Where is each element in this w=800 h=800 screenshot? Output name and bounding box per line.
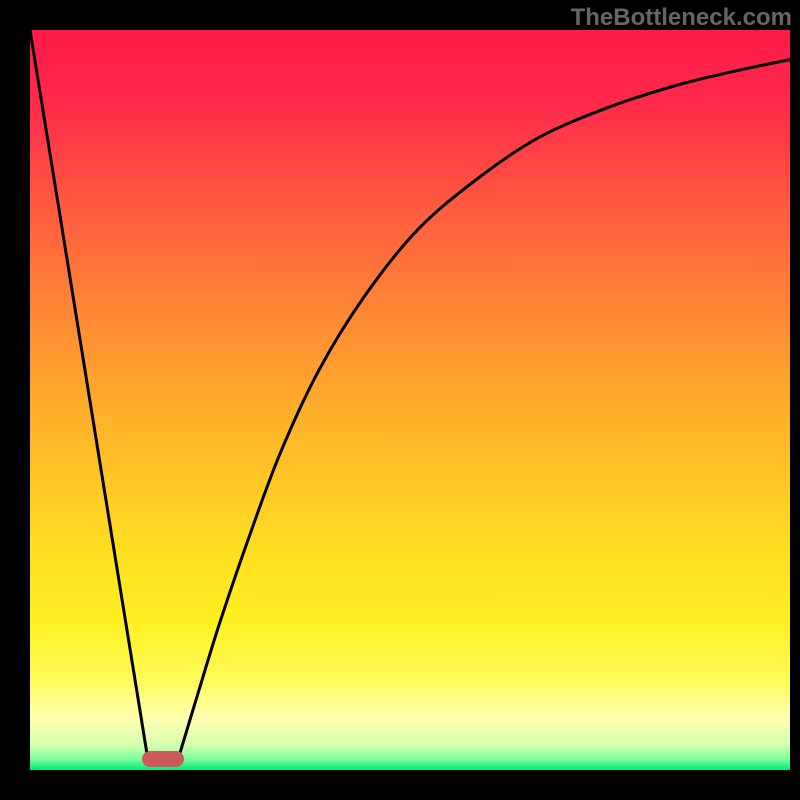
- gradient-background: [30, 30, 790, 770]
- plot-area: [30, 30, 790, 770]
- chart-container: TheBottleneck.com: [0, 0, 800, 800]
- watermark-text: TheBottleneck.com: [571, 4, 792, 32]
- optimal-marker: [142, 751, 184, 767]
